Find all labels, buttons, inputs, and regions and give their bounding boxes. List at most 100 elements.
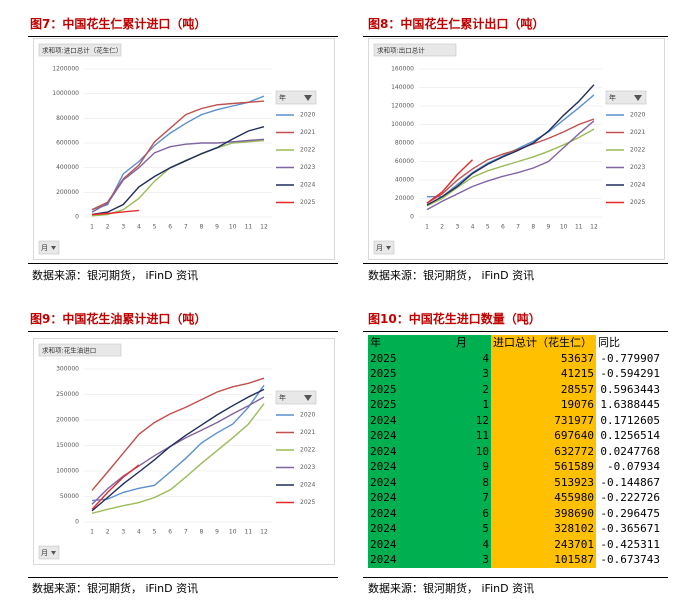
rule — [28, 331, 338, 332]
filter-icon — [51, 246, 56, 250]
table-cell: 731977 — [491, 412, 596, 428]
legend-label: 2024 — [630, 182, 645, 189]
x-tick-label: 3 — [455, 224, 459, 231]
series-line — [91, 396, 265, 505]
legend-label: 2020 — [300, 412, 315, 419]
series-line — [426, 159, 473, 204]
table-row: 2024 9 561589 -0.07934 — [368, 459, 662, 475]
x-tick-label: 1 — [90, 224, 94, 231]
x-tick-label: 11 — [245, 224, 253, 231]
legend-label: 2022 — [300, 447, 315, 454]
pivot-label-box — [38, 43, 122, 57]
table-cell: 2 — [432, 381, 491, 397]
y-tick-label: 120000 — [391, 103, 414, 110]
series-line — [91, 384, 265, 502]
rule — [363, 263, 668, 264]
chart: 求和项:花生油进口 0 50000 100000 150000 200000 250000 3… — [33, 338, 335, 565]
table-cell: -0.594291 — [596, 366, 662, 382]
series-line — [91, 377, 265, 491]
series-line — [91, 138, 265, 213]
filter-icon — [51, 551, 56, 555]
series-line — [91, 126, 265, 216]
x-tick-label: 7 — [184, 529, 188, 536]
legend-label: 2025 — [300, 499, 315, 506]
x-tick-label: 9 — [215, 224, 219, 231]
table-row: 2025 1 19076 1.6388445 — [368, 397, 662, 413]
data-table: 年月进口总计（花生仁） 同比 2025 4 53637 -0.779907 2025 3 412… — [368, 335, 662, 568]
rule — [28, 577, 338, 578]
x-tick-label: 6 — [168, 224, 172, 231]
x-tick-label: 1 — [90, 529, 94, 536]
x-tick-label: 12 — [260, 529, 268, 536]
table-cell: -0.296475 — [596, 505, 662, 521]
x-tick-label: 6 — [168, 529, 172, 536]
x-tick-label: 12 — [260, 224, 268, 231]
pivot-label-box — [373, 43, 457, 57]
figure-caption: 图7：中国花生仁累计进口（吨） — [30, 17, 207, 31]
x-tick-label: 10 — [229, 224, 237, 231]
pivot-label: 求和项:花生油进口 — [42, 346, 96, 355]
y-tick-label: 400000 — [56, 164, 79, 171]
x-tick-label: 11 — [575, 224, 583, 231]
legend-title: 年 — [609, 93, 616, 102]
figure-caption: 图10：中国花生进口数量（吨） — [368, 312, 541, 326]
filter-icon — [304, 395, 312, 401]
y-tick-label: 600000 — [56, 140, 79, 147]
table-cell: 4 — [432, 350, 491, 366]
y-tick-label: 100000 — [56, 468, 79, 475]
pivot-label: 求和项:进口总计（花生仁） — [42, 46, 122, 55]
x-tick-label: 2 — [106, 224, 110, 231]
table-row: 2024 8 513923 -0.144867 — [368, 474, 662, 490]
legend-label: 2023 — [630, 164, 645, 171]
y-tick-label: 50000 — [60, 493, 79, 500]
y-tick-label: 200000 — [56, 417, 79, 424]
x-filter-box — [373, 240, 395, 255]
y-tick-label: 160000 — [391, 66, 414, 73]
table-cell: -0.144867 — [596, 474, 662, 490]
table-row: 2025 2 28557 0.5963443 — [368, 381, 662, 397]
series-line — [91, 464, 140, 510]
y-tick-label: 0 — [410, 214, 414, 221]
rule — [28, 263, 338, 264]
series-line — [91, 139, 265, 217]
table-row: 2024 3 101587 -0.673743 — [368, 552, 662, 568]
x-tick-label: 5 — [153, 529, 157, 536]
x-tick-label: 12 — [590, 224, 598, 231]
series-line — [426, 128, 595, 207]
y-tick-label: 20000 — [395, 195, 414, 202]
y-tick-label: 0 — [75, 519, 79, 526]
table-cell: 2025 — [368, 381, 432, 397]
x-filter-label: 月 — [41, 549, 48, 557]
table-cell: 561589 — [491, 459, 596, 475]
y-tick-label: 0 — [75, 214, 79, 221]
series-line — [91, 209, 139, 216]
header-cell: 年 — [368, 335, 432, 351]
x-tick-label: 3 — [121, 224, 125, 231]
source-note: 数据来源：银河期货， iFinD 资讯 — [368, 582, 535, 595]
legend-label: 2025 — [300, 199, 315, 206]
x-tick-label: 7 — [184, 224, 188, 231]
header-cell: 同比 — [596, 335, 662, 351]
x-tick-label: 2 — [106, 529, 110, 536]
x-tick-label: 4 — [471, 224, 475, 231]
y-tick-label: 100000 — [391, 121, 414, 128]
y-tick-label: 250000 — [56, 391, 79, 398]
series-line — [426, 120, 595, 211]
table-cell: 2024 — [368, 552, 432, 568]
table-cell: 2024 — [368, 521, 432, 537]
table-cell: 2025 — [368, 366, 432, 382]
series-line — [91, 403, 265, 514]
source-note: 数据来源：银河期货， iFinD 资讯 — [32, 269, 199, 282]
x-tick-label: 3 — [121, 529, 125, 536]
filter-icon — [304, 95, 312, 101]
table-cell: -0.673743 — [596, 552, 662, 568]
x-tick-label: 6 — [501, 224, 505, 231]
table-row: 2024 10 632772 0.0247768 — [368, 443, 662, 459]
legend-filter-box — [275, 90, 317, 105]
table-cell: 9 — [432, 459, 491, 475]
table-cell: -0.779907 — [596, 350, 662, 366]
table-cell: 0.1256514 — [596, 428, 662, 444]
x-tick-label: 2 — [440, 224, 444, 231]
table-cell: 19076 — [491, 397, 596, 413]
table-cell: 632772 — [491, 443, 596, 459]
